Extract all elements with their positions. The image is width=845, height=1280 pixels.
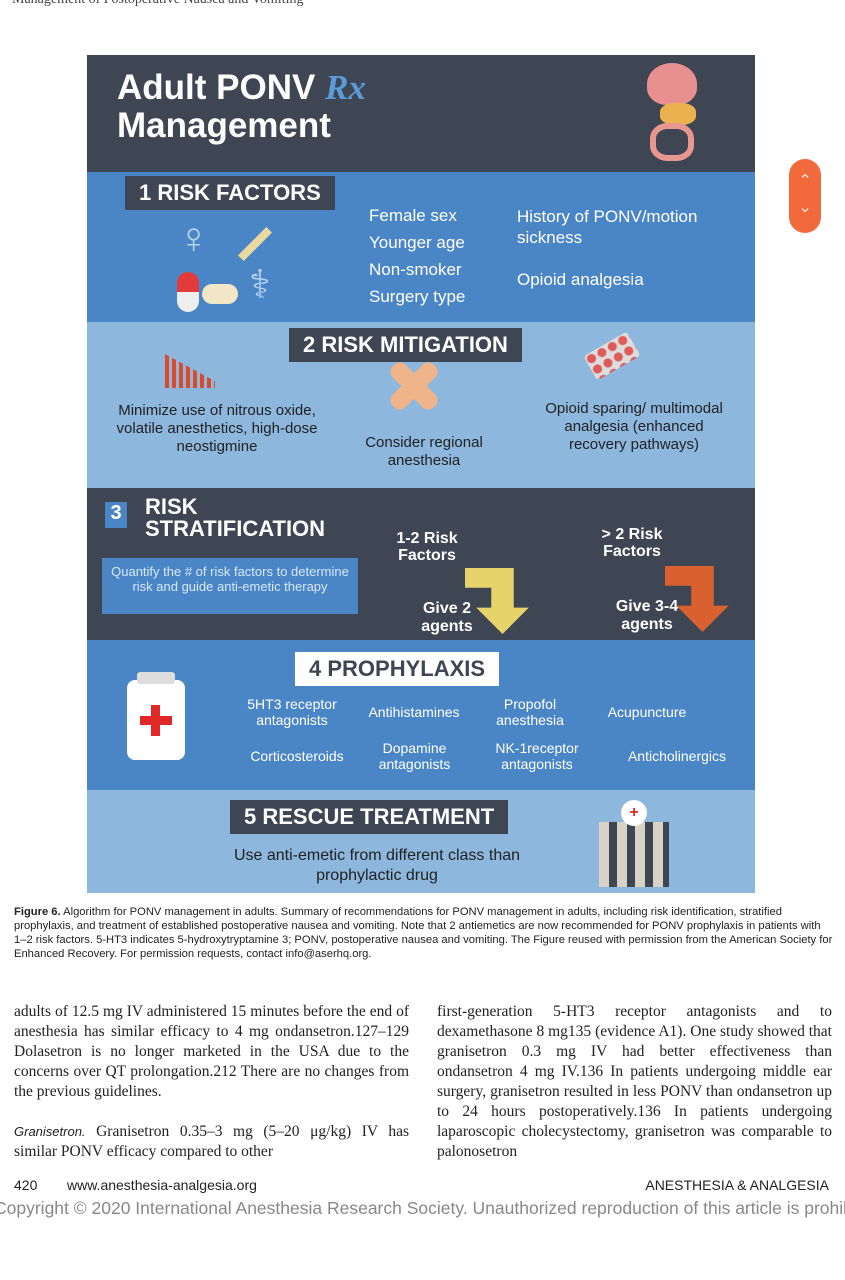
chevron-up-icon[interactable]: ‹ xyxy=(797,173,814,179)
prophylaxis-item: Anticholinergics xyxy=(627,748,727,764)
rescue-text: Use anti-emetic from different class tha… xyxy=(233,847,521,884)
section-risk-mitigation: 2 RISK MITIGATION Minimize use of nitrou… xyxy=(87,322,755,488)
organs-icon xyxy=(642,63,702,163)
prophylaxis-item: Dopamine antagonists xyxy=(378,740,451,772)
section-prophylaxis: 4 PROPHYLAXIS 5HT3 receptor antagonists … xyxy=(87,640,755,790)
section-label: 4 PROPHYLAXIS xyxy=(295,652,500,686)
section-risk-stratification: 3 RISK STRATIFICATION Quantify the # of … xyxy=(87,488,755,640)
section-label: RISK STRATIFICATION xyxy=(145,494,326,541)
prophylaxis-item: Propofol anesthesia xyxy=(496,696,564,728)
high-risk-action: Give 3-4 agents xyxy=(615,598,679,633)
cigarette-icon xyxy=(238,227,272,261)
paragraph: adults of 12.5 mg IV administered 15 min… xyxy=(14,1003,409,1100)
high-risk-label: > 2 Risk Factors xyxy=(601,526,663,560)
paragraph: Granisetron. Granisetron 0.35–3 mg (5–20… xyxy=(14,1123,409,1160)
section-risk-factors: 1 RISK FACTORS ♀ ⚕ Female sex Younger age… xyxy=(87,172,755,322)
running-head: Management of Postoperative Nausea and V… xyxy=(12,0,303,8)
page-number: 420 xyxy=(14,1177,38,1193)
risk-factors-left: Female sex Younger age Non-smoker Surgery t… xyxy=(369,206,466,306)
declining-chart-icon xyxy=(165,354,215,388)
mitigation-item: Opioid sparing/ multimodal analgesia (en… xyxy=(545,400,723,453)
female-symbol-icon: ♀ xyxy=(177,214,210,263)
mitigation-item: Consider regional anesthesia xyxy=(365,434,483,469)
prophylaxis-item: Corticosteroids xyxy=(250,748,344,764)
medicine-bottle-icon xyxy=(127,672,185,760)
section-label: 5 RESCUE TREATMENT xyxy=(230,800,509,834)
caduceus-icon: ⚕ xyxy=(249,263,271,307)
low-risk-action: Give 2 agents xyxy=(421,600,473,635)
pill-icon xyxy=(177,272,199,312)
chevron-down-icon[interactable]: › xyxy=(797,207,814,213)
hospital-icon: + xyxy=(599,800,669,887)
prophylaxis-item: Acupuncture xyxy=(607,704,687,720)
section-label: 1 RISK FACTORS xyxy=(125,176,335,210)
journal-url[interactable]: www.anesthesia-analgesia.org xyxy=(67,1177,257,1193)
body-column-right: first-generation 5-HT3 receptor antagoni… xyxy=(437,1002,832,1162)
journal-name: ANESTHESIA & ANALGESIA xyxy=(645,1177,829,1193)
pill-icon xyxy=(202,284,238,304)
infographic-title: Adult PONV Rx Management xyxy=(117,68,366,145)
risk-factor-history: History of PONV/motion sickness xyxy=(517,207,698,247)
figure-caption: Figure 6. Algorithm for PONV management … xyxy=(14,906,833,960)
ponv-infographic: Adult PONV Rx Management 1 RISK FACTORS ♀… xyxy=(87,55,755,893)
section-label: 2 RISK MITIGATION xyxy=(289,328,522,362)
stratification-note: Quantify the # of risk factors to determ… xyxy=(102,558,358,614)
low-risk-label: 1-2 Risk Factors xyxy=(396,530,458,564)
header-band: Adult PONV Rx Management xyxy=(87,55,755,172)
risk-factor-opioid: Opioid analgesia xyxy=(517,270,644,289)
prophylaxis-item: NK-1receptor antagonists xyxy=(495,740,579,772)
paragraph: first-generation 5-HT3 receptor antagoni… xyxy=(437,1003,832,1160)
section-rescue-treatment: 5 RESCUE TREATMENT Use anti-emetic from … xyxy=(87,790,755,893)
section-number: 3 xyxy=(105,502,127,528)
prophylaxis-item: Antihistamines xyxy=(368,704,460,720)
page-nav-control: ‹ › xyxy=(789,159,821,233)
pill-pack-icon xyxy=(583,331,641,381)
mitigation-item: Minimize use of nitrous oxide, volatile … xyxy=(116,402,318,455)
body-column-left: adults of 12.5 mg IV administered 15 min… xyxy=(14,1002,409,1162)
copyright-notice: Copyright © 2020 International Anesthesi… xyxy=(0,1198,845,1218)
prophylaxis-item: 5HT3 receptor antagonists xyxy=(247,696,337,728)
